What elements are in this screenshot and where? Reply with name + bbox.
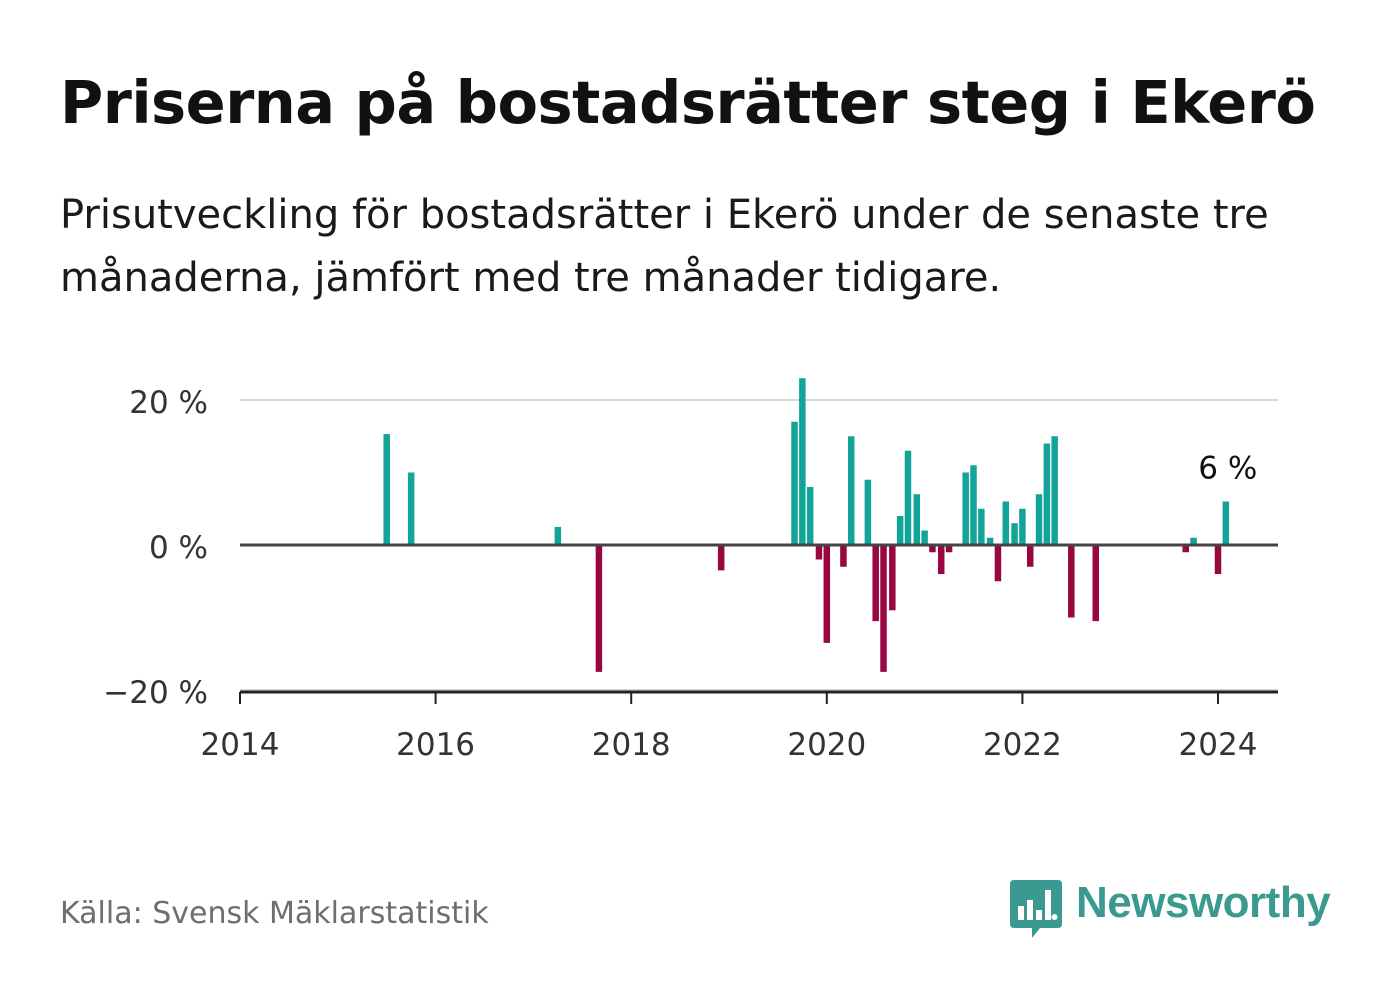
- bar: [913, 494, 921, 545]
- x-tick-label: 2014: [201, 727, 280, 763]
- x-tick-label: 2024: [1179, 727, 1258, 763]
- latest-value-label: 6 %: [1198, 451, 1257, 487]
- chart-subtitle: Prisutveckling för bostadsrätter i Ekerö…: [60, 192, 1269, 301]
- bar: [1222, 501, 1230, 545]
- bar: [806, 487, 814, 545]
- bar: [904, 450, 912, 545]
- bar: [848, 436, 855, 545]
- newsworthy-logo-icon: [1010, 880, 1062, 938]
- bar: [994, 545, 1002, 582]
- bar: [962, 472, 969, 545]
- bar: [921, 530, 928, 545]
- bar: [986, 537, 994, 545]
- bar: [1002, 501, 1010, 545]
- bar: [945, 545, 953, 553]
- x-tick-label: 2018: [592, 727, 671, 763]
- bar: [1011, 523, 1018, 545]
- bar: [1019, 508, 1026, 545]
- bar: [554, 526, 562, 545]
- chart-title: Priserna på bostadsrätter steg i Ekerö: [60, 68, 1316, 137]
- bar: [937, 545, 945, 574]
- x-tick-label: 2016: [396, 727, 475, 763]
- bar: [1068, 545, 1075, 618]
- bar: [1182, 545, 1189, 553]
- bar: [978, 508, 985, 545]
- bar: [407, 472, 415, 545]
- bar: [1026, 545, 1034, 567]
- bar: [383, 434, 390, 545]
- bar: [1043, 443, 1051, 545]
- bar: [929, 545, 936, 553]
- bar: [896, 516, 904, 545]
- bar: [889, 545, 896, 611]
- bar: [799, 378, 806, 545]
- x-tick-label: 2020: [787, 727, 866, 763]
- bar: [864, 479, 872, 545]
- bar: [791, 421, 798, 545]
- bar: [1214, 545, 1222, 574]
- source-credit: Källa: Svensk Mäklarstatistik: [60, 896, 489, 931]
- bar: [1035, 494, 1043, 545]
- bar: [595, 545, 603, 672]
- bar: [970, 465, 977, 545]
- bar: [840, 545, 847, 567]
- newsworthy-logo[interactable]: Newsworthy: [1010, 878, 1331, 940]
- x-tick-label: 2022: [983, 727, 1062, 763]
- bar: [1190, 537, 1197, 545]
- y-tick-label: 0 %: [149, 530, 208, 566]
- bar-chart: −20 % 0 % 20 % 2014 2016 2018 2020 2022 2024 6 %: [103, 378, 1278, 763]
- bar: [823, 545, 831, 643]
- bar: [880, 545, 887, 672]
- y-tick-label: 20 %: [129, 385, 208, 421]
- bar: [1051, 436, 1058, 545]
- bar: [717, 545, 725, 571]
- y-tick-label: −20 %: [103, 675, 208, 711]
- bar: [872, 545, 879, 622]
- bar: [1092, 545, 1099, 622]
- brand-name: Newsworthy: [1076, 878, 1331, 927]
- bar: [815, 545, 823, 560]
